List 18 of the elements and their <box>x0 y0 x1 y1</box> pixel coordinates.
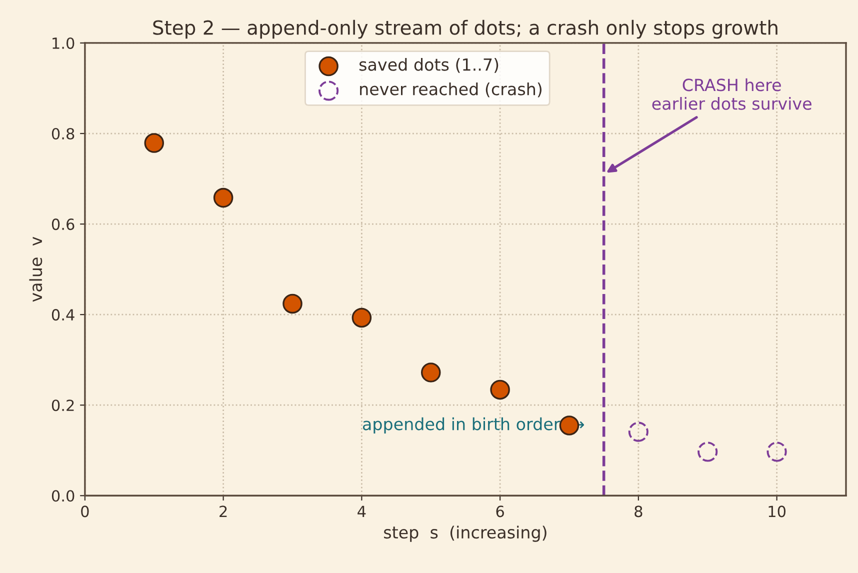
y-tick-label: 0.6 <box>52 218 74 230</box>
y-axis-title: value v <box>29 236 42 302</box>
x-tick-label: 0 <box>81 506 89 518</box>
x-tick-label: 8 <box>634 506 642 518</box>
x-axis-title: step s (increasing) <box>384 526 546 542</box>
legend-label: saved dots (1..7) <box>359 58 498 73</box>
x-tick-label: 4 <box>358 506 366 517</box>
y-tick-label: 0.4 <box>52 309 74 321</box>
legend-label: never reached (crash) <box>360 82 542 98</box>
annotation: CRASH here earlier dots survive <box>652 78 812 110</box>
x-tick-label: 6 <box>496 506 504 518</box>
x-tick-label: 2 <box>220 506 227 517</box>
y-tick-label: 0.0 <box>52 490 74 502</box>
x-tick-label: 10 <box>768 506 786 518</box>
chart-title: Step 2 — append-only stream of dots; a crash only stops growth <box>153 20 778 39</box>
y-tick-label: 0.2 <box>52 400 74 412</box>
y-tick-label: 1.0 <box>52 37 74 49</box>
y-tick-label: 0.8 <box>52 128 74 140</box>
